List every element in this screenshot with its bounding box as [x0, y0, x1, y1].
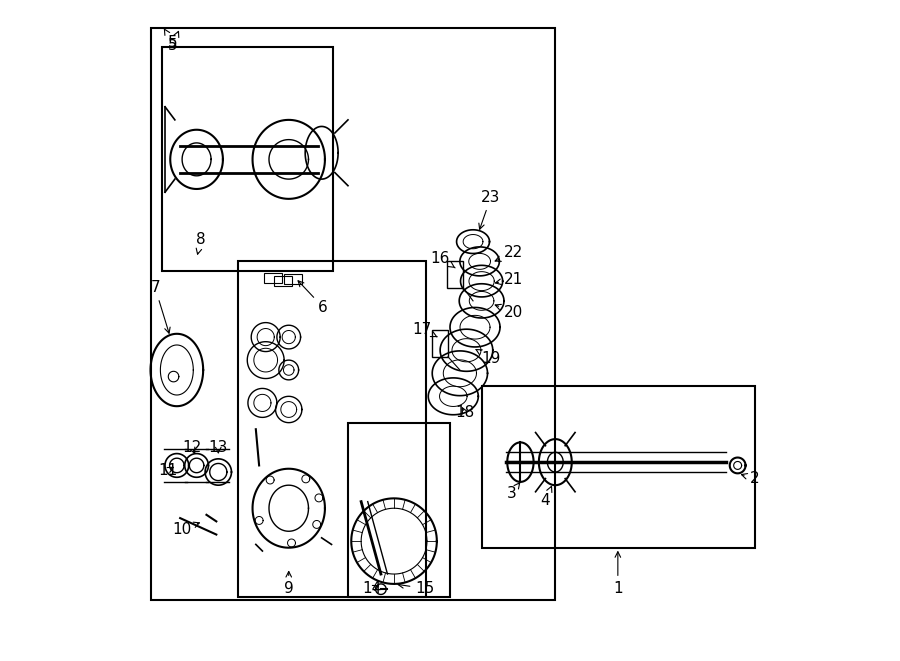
Text: 17: 17: [412, 322, 437, 337]
Text: 7: 7: [150, 280, 170, 333]
Bar: [432, 330, 448, 357]
Text: 12: 12: [183, 440, 202, 455]
Text: 21: 21: [495, 272, 523, 287]
Text: 22: 22: [495, 245, 523, 261]
Bar: [446, 261, 464, 288]
Text: 10: 10: [173, 522, 200, 537]
Text: 5: 5: [165, 29, 177, 50]
Text: 15: 15: [398, 581, 435, 596]
Text: 11: 11: [158, 463, 178, 477]
Bar: [482, 387, 755, 548]
Text: 13: 13: [209, 440, 228, 455]
Text: 16: 16: [430, 251, 455, 268]
Text: 9: 9: [284, 572, 293, 596]
Text: 1: 1: [613, 552, 623, 596]
Bar: [238, 261, 426, 597]
Bar: [162, 48, 334, 271]
Text: 8: 8: [196, 232, 206, 254]
Bar: [150, 28, 555, 600]
Text: 18: 18: [455, 405, 474, 420]
Bar: [348, 422, 450, 597]
Text: 23: 23: [479, 190, 500, 229]
Text: 4: 4: [541, 486, 552, 508]
Text: 14: 14: [363, 581, 382, 596]
Text: 20: 20: [495, 304, 523, 319]
Text: 2: 2: [742, 471, 759, 486]
Text: 5: 5: [167, 31, 179, 53]
Text: 6: 6: [298, 281, 328, 315]
Text: 19: 19: [476, 350, 501, 366]
Text: 3: 3: [507, 483, 519, 501]
